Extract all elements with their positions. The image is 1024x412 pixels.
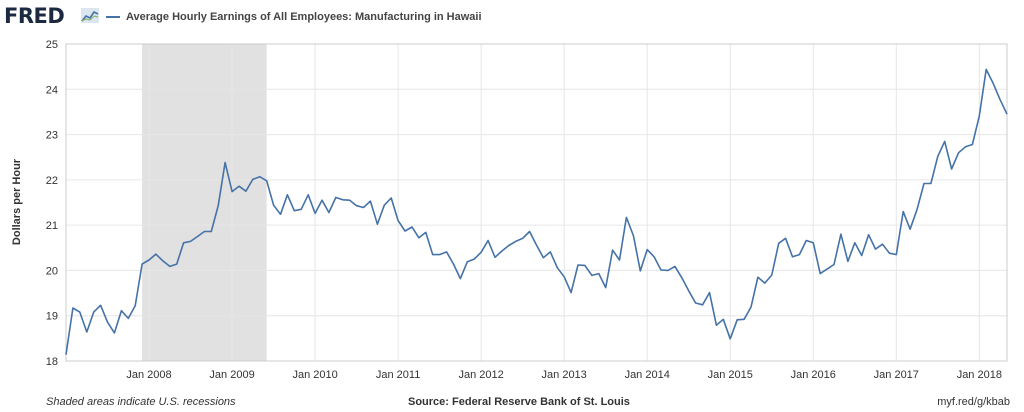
y-tick-label-1: 19 xyxy=(46,311,58,323)
recession-note: Shaded areas indicate U.S. recessions xyxy=(46,396,236,408)
short-url-link[interactable]: myf.red/g/kbab xyxy=(937,396,1010,408)
x-tick-label-4: Jan 2012 xyxy=(459,369,504,381)
x-tick-label-10: Jan 2018 xyxy=(957,369,1002,381)
x-tick-label-3: Jan 2011 xyxy=(376,369,420,381)
y-tick-label-4: 22 xyxy=(46,175,58,187)
chart-header: FRED Average Hourly Earnings of All Empl… xyxy=(0,0,1024,36)
recession-band-0 xyxy=(142,44,267,361)
series-line-0[interactable] xyxy=(65,68,1008,355)
legend-label: Average Hourly Earnings of All Employees… xyxy=(126,11,482,23)
y-axis-label: Dollars per Hour xyxy=(11,158,23,245)
y-axis-ticks: 18 19 20 21 22 23 24 25 xyxy=(46,39,58,368)
y-tick-label-6: 24 xyxy=(46,84,58,96)
x-tick-label-2: Jan 2010 xyxy=(292,369,337,381)
recession-bands xyxy=(142,44,267,361)
y-tick-label-2: 20 xyxy=(46,265,58,277)
x-axis-ticks: Jan 2008 Jan 2009 Jan 2010 Jan 2011 Jan 2012… xyxy=(126,369,1002,381)
x-tick-label-6: Jan 2014 xyxy=(625,369,670,381)
x-tick-label-8: Jan 2016 xyxy=(791,369,836,381)
x-tick-label-1: Jan 2009 xyxy=(209,369,254,381)
x-tick-label-0: Jan 2008 xyxy=(126,369,171,381)
fred-chart-icon xyxy=(81,8,99,23)
plot-area-border xyxy=(65,43,1008,362)
source-credit[interactable]: Source: Federal Reserve Bank of St. Loui… xyxy=(408,396,630,408)
x-tick-label-5: Jan 2013 xyxy=(542,369,587,381)
x-tick-label-9: Jan 2017 xyxy=(874,369,919,381)
y-tick-label-7: 25 xyxy=(46,39,58,51)
y-tick-label-3: 21 xyxy=(46,220,58,232)
y-tick-label-5: 23 xyxy=(46,130,58,142)
legend[interactable]: Average Hourly Earnings of All Employees… xyxy=(106,9,482,25)
legend-swatch xyxy=(106,16,120,18)
x-tick-label-7: Jan 2015 xyxy=(708,369,753,381)
series-lines xyxy=(65,68,1008,355)
fred-logo[interactable]: FRED xyxy=(4,4,65,28)
y-tick-label-0: 18 xyxy=(46,356,58,368)
